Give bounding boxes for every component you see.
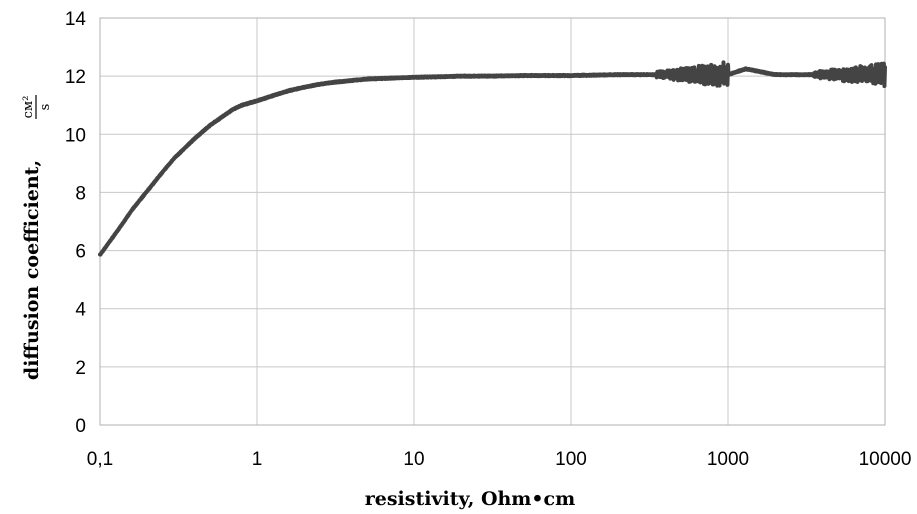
plot-area-frame — [100, 18, 885, 425]
y-axis-label: diffusion coefficient, — [21, 160, 43, 380]
y-tick-label: 0 — [75, 416, 86, 437]
x-tick-label: 100 — [555, 449, 587, 470]
y-tick-label: 6 — [75, 242, 86, 263]
y-axis-unit-numerator: см² — [21, 96, 36, 119]
x-tick-label: 1000 — [707, 449, 749, 470]
y-axis-ticks: 0 2 4 6 8 10 12 14 — [65, 9, 87, 437]
series-line — [100, 62, 885, 254]
x-axis-label: resistivity, Ohm•cm — [365, 488, 575, 510]
x-tick-label: 10 — [403, 449, 424, 470]
y-tick-label: 4 — [75, 300, 86, 321]
y-tick-label: 2 — [75, 358, 86, 379]
x-tick-label: 0,1 — [87, 449, 113, 470]
y-tick-label: 14 — [65, 9, 87, 30]
x-axis-ticks: 0,1 1 10 100 1000 10000 — [87, 449, 912, 470]
x-tick-label: 1 — [252, 449, 263, 470]
x-tick-label: 10000 — [859, 449, 912, 470]
y-tick-label: 8 — [75, 183, 86, 204]
grid-lines — [100, 18, 885, 425]
y-tick-label: 10 — [65, 125, 86, 146]
y-axis-unit-denominator: s — [38, 104, 53, 111]
y-tick-label: 12 — [65, 67, 86, 88]
y-axis-label-group: diffusion coefficient, см² s — [21, 95, 53, 380]
